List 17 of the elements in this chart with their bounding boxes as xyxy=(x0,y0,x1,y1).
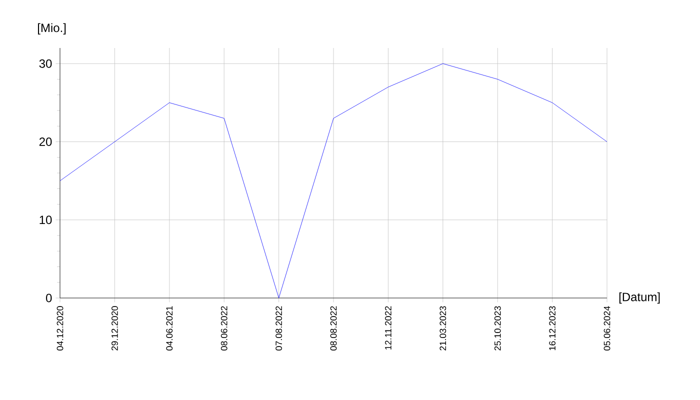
x-tick-label: 29.12.2020 xyxy=(112,306,118,350)
y-tick-label: 10 xyxy=(40,216,52,224)
x-tick-label: 04.12.2020 xyxy=(56,306,64,350)
x-tick-label: 25.10.2023 xyxy=(494,306,501,350)
x-tick-label: 12.11.2022 xyxy=(385,306,392,350)
y-axis-title: [Mio.] xyxy=(38,23,66,34)
x-tick-label: 07.08.2022 xyxy=(276,306,282,350)
x-tick-label: 04.06.2021 xyxy=(166,306,173,350)
y-tick-label: 0 xyxy=(46,294,52,302)
x-tick-label: 21.03.2023 xyxy=(440,306,446,350)
x-tick-label: 05.06.2024 xyxy=(604,306,610,350)
x-axis-title: [Datum] xyxy=(619,292,660,304)
y-tick-label: 30 xyxy=(39,59,52,68)
x-tick-label: 16.12.2023 xyxy=(549,306,556,350)
x-tick-label: 08.06.2022 xyxy=(220,306,228,350)
x-tick-label: 08.08.2022 xyxy=(330,306,337,350)
y-tick-label: 20 xyxy=(39,138,52,146)
